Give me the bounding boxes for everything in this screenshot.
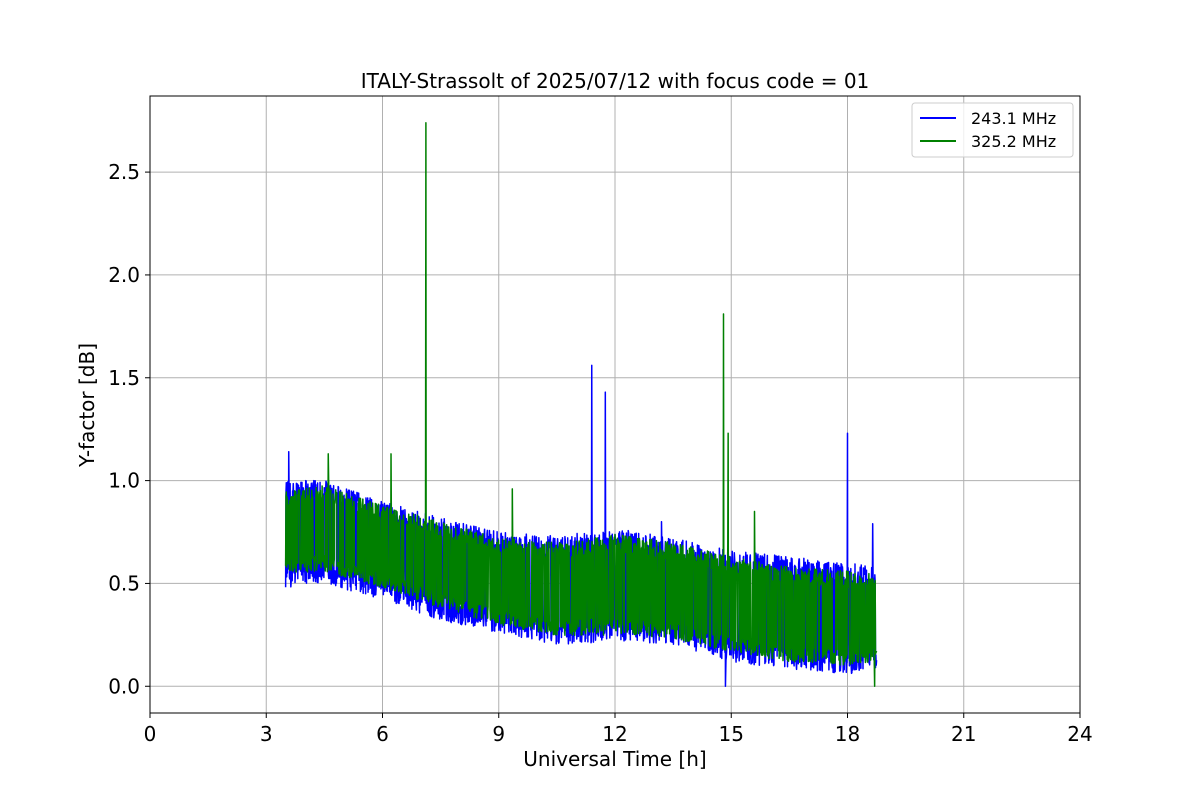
x-tick-label: 9 bbox=[492, 722, 505, 746]
x-tick-label: 21 bbox=[951, 722, 976, 746]
chart-title: ITALY-Strassolt of 2025/07/12 with focus… bbox=[361, 69, 870, 93]
x-tick-label: 12 bbox=[602, 722, 627, 746]
x-tick-label: 0 bbox=[144, 722, 157, 746]
y-tick-label: 2.5 bbox=[108, 160, 140, 184]
y-axis-ticks: 0.0 0.5 1.0 1.5 2.0 2.5 bbox=[108, 160, 150, 698]
x-tick-label: 18 bbox=[835, 722, 860, 746]
y-tick-label: 0.0 bbox=[108, 674, 140, 698]
y-axis-label: Y-factor [dB] bbox=[75, 343, 99, 468]
y-tick-label: 1.0 bbox=[108, 469, 140, 493]
x-axis-ticks: 0 3 6 9 12 15 18 21 24 bbox=[144, 713, 1093, 746]
y-tick-label: 2.0 bbox=[108, 263, 140, 287]
legend-box bbox=[911, 102, 1074, 158]
x-tick-label: 15 bbox=[719, 722, 744, 746]
x-axis-label: Universal Time [h] bbox=[523, 747, 706, 771]
x-tick-label: 24 bbox=[1067, 722, 1092, 746]
y-tick-label: 1.5 bbox=[108, 366, 140, 390]
legend: 243.1 MHz 325.2 MHz bbox=[911, 102, 1074, 158]
series-line-325 bbox=[284, 121, 878, 688]
x-tick-label: 3 bbox=[260, 722, 273, 746]
legend-label-325: 325.2 MHz bbox=[971, 132, 1056, 151]
legend-label-243: 243.1 MHz bbox=[971, 109, 1056, 128]
series-layer bbox=[284, 121, 878, 688]
x-tick-label: 6 bbox=[376, 722, 389, 746]
y-tick-label: 0.5 bbox=[108, 571, 140, 595]
